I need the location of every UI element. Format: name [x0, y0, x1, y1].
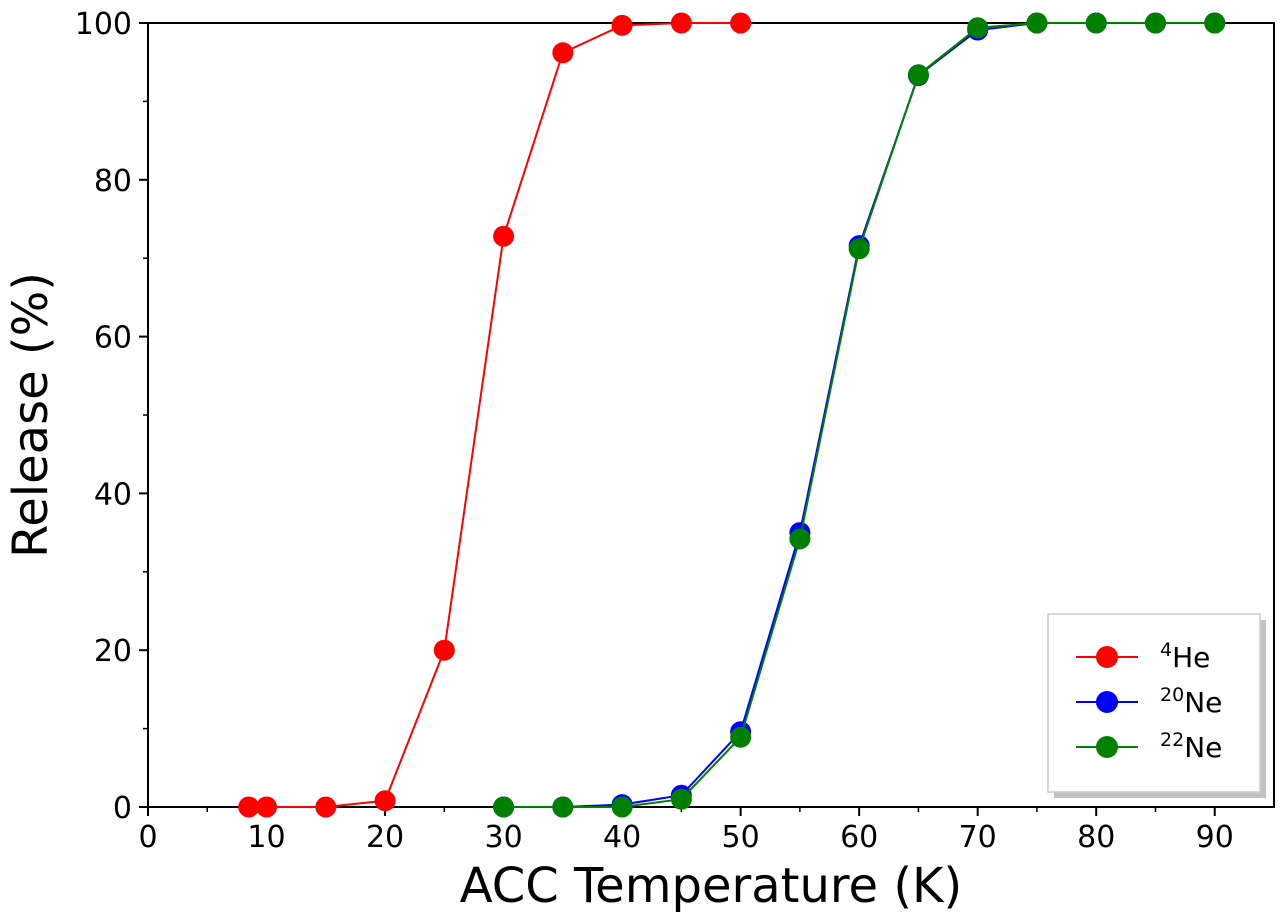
data-point: [374, 790, 396, 812]
y-tick-label: 60: [94, 321, 132, 356]
data-point: [1144, 12, 1166, 34]
data-point: [730, 12, 752, 34]
x-tick-label: 80: [1077, 820, 1115, 855]
legend-marker: [1096, 646, 1118, 668]
x-tick-label: 70: [959, 820, 997, 855]
legend-label: 4He: [1160, 639, 1210, 674]
y-tick-label: 20: [94, 634, 132, 669]
y-tick-label: 80: [94, 164, 132, 199]
x-tick-label: 30: [484, 820, 522, 855]
data-point: [670, 788, 692, 810]
x-tick-label: 40: [603, 820, 641, 855]
data-point: [493, 225, 515, 247]
data-point: [611, 796, 633, 818]
data-point: [256, 796, 278, 818]
data-point: [552, 796, 574, 818]
x-tick-label: 10: [247, 820, 285, 855]
series-line: [248, 22, 741, 808]
data-point: [1085, 12, 1107, 34]
minor-ticks: [143, 100, 1157, 812]
y-tick-label: 100: [75, 7, 132, 42]
data-point: [493, 796, 515, 818]
y-axis-ticks: 0 20 40 60 80 100: [75, 7, 148, 826]
x-axis-ticks: 0 10 20 30 40 50 60 70 80 90: [138, 807, 1234, 855]
data-point: [552, 42, 574, 64]
y-tick-label: 40: [94, 477, 132, 512]
data-point: [907, 64, 929, 86]
data-point: [1026, 12, 1048, 34]
data-point: [611, 14, 633, 36]
series-22Ne: [493, 12, 1226, 818]
data-point: [730, 726, 752, 748]
y-axis-label: Release (%): [3, 272, 59, 558]
data-point: [315, 796, 337, 818]
data-point: [238, 796, 260, 818]
legend-marker: [1096, 736, 1118, 758]
data-point: [670, 12, 692, 34]
data-point: [1204, 12, 1226, 34]
x-tick-label: 60: [840, 820, 878, 855]
data-point: [848, 238, 870, 260]
x-axis-label: ACC Temperature (K): [460, 858, 963, 914]
legend-label: 20Ne: [1160, 684, 1222, 719]
data-point: [967, 17, 989, 39]
x-tick-label: 0: [138, 820, 157, 855]
x-tick-label: 90: [1196, 820, 1234, 855]
x-tick-label: 20: [366, 820, 404, 855]
series-layer: [238, 12, 1226, 818]
series-4He: [238, 12, 752, 818]
legend-item: 20Ne: [1076, 684, 1222, 719]
data-point: [433, 639, 455, 661]
legend-label: 22Ne: [1160, 729, 1222, 764]
legend-item: 4He: [1076, 639, 1210, 674]
data-point: [789, 528, 811, 550]
legend-marker: [1096, 691, 1118, 713]
x-tick-label: 50: [722, 820, 760, 855]
y-tick-label: 0: [113, 791, 132, 826]
legend-item: 22Ne: [1076, 729, 1222, 764]
legend: 4He 20Ne 22Ne: [1047, 613, 1266, 798]
